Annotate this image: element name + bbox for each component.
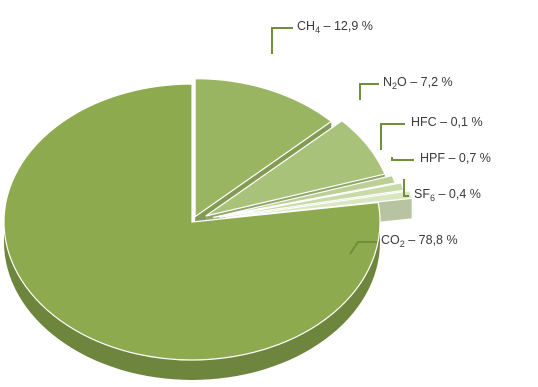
leader-line-hpf (391, 157, 414, 161)
slice-formula: CO (381, 233, 400, 247)
slice-formula: HPF (420, 151, 445, 165)
slice-formula-subscript: 4 (315, 25, 320, 35)
slice-formula: CH (297, 19, 315, 33)
slice-formula-subscript: 6 (430, 193, 435, 203)
slice-value: O – 7,2 % (397, 75, 453, 89)
slice-value: – 12,9 % (320, 19, 373, 33)
pie-slice-n2o (205, 120, 386, 217)
leader-line-n2o (359, 83, 379, 100)
leader-line-sf6 (403, 179, 409, 197)
slice-value: – 0,1 % (437, 115, 483, 129)
pie-slice-sf6 (225, 190, 413, 219)
slice-formula: HFC (411, 115, 437, 129)
slice-formula: N (383, 75, 392, 89)
leader-lines (271, 27, 414, 255)
leader-line-co2 (349, 241, 377, 255)
slice-label-co2: CO2 – 78,8 % (381, 233, 458, 249)
slice-label-n2o: N2O – 7,2 % (383, 75, 453, 91)
slice-label-ch4: CH4 – 12,9 % (297, 19, 373, 35)
slice-label-hpf: HPF – 0,7 % (420, 151, 491, 165)
pie-slice-co2 (3, 83, 381, 361)
slice-label-sf6: SF6 – 0,4 % (414, 187, 481, 203)
pie-slice-ch4 (194, 78, 333, 218)
slice-value: – 0,4 % (435, 187, 481, 201)
slice-label-hfc: HFC – 0,1 % (411, 115, 483, 129)
leader-line-hfc (380, 123, 405, 150)
pie-top-layer (3, 78, 413, 361)
leader-line-ch4 (271, 27, 293, 54)
slice-formula: SF (414, 187, 430, 201)
pie-slice-hfc (212, 174, 396, 219)
slice-labels: CH4 – 12,9 %N2O – 7,2 %HFC – 0,1 %HPF – … (297, 19, 491, 249)
slice-formula-subscript: 2 (400, 239, 405, 249)
slice-value: – 78,8 % (405, 233, 458, 247)
slice-value: – 0,7 % (445, 151, 491, 165)
slice-formula-subscript: 2 (392, 81, 397, 91)
